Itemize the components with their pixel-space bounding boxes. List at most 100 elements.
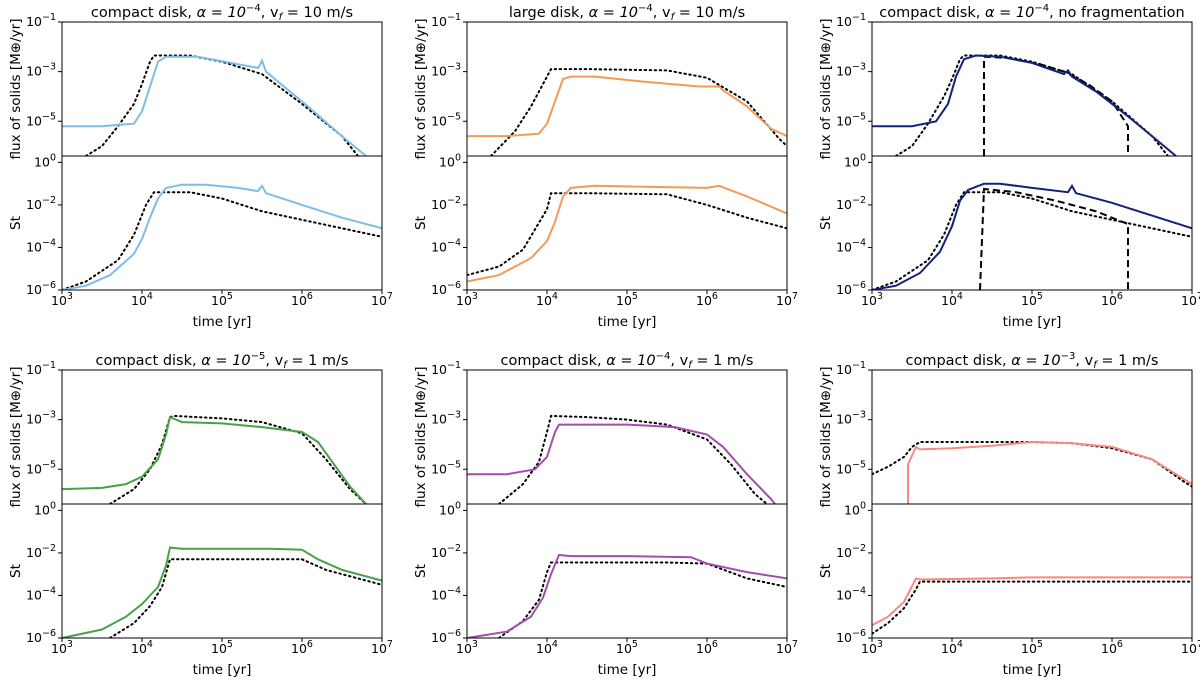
flux-model-line: [467, 423, 776, 504]
st-y-axis-label: St: [413, 564, 429, 578]
x-tick-label: 106: [696, 639, 718, 656]
flux-model-line: [872, 54, 1177, 156]
st-model-line: [467, 553, 787, 638]
x-tick-label: 104: [131, 639, 153, 656]
x-tick-label: 105: [1021, 291, 1043, 308]
panel-title: compact disk, α = 10−5, vf = 1 m/s: [96, 351, 349, 371]
st-model-line: [62, 183, 382, 290]
st-y-tick-label: 10−2: [26, 543, 56, 560]
flux-y-tick-label: 10−5: [836, 459, 866, 476]
x-axis-label: time [yr]: [193, 662, 252, 678]
x-tick-label: 105: [1021, 639, 1043, 656]
x-tick-label: 106: [696, 291, 718, 308]
st-model-line: [62, 546, 382, 638]
st-model-line: [467, 184, 787, 283]
flux-y-tick-label: 10−3: [26, 62, 56, 79]
flux-model-line: [467, 75, 787, 138]
st-y-tick-label: 10−6: [836, 628, 866, 645]
x-tick-label: 105: [616, 639, 638, 656]
x-tick-label: 106: [291, 291, 313, 308]
flux-y-axis-label: flux of solids [M⊕/yr]: [8, 19, 24, 160]
flux-analytic-line: [498, 414, 768, 504]
x-tick-label: 106: [1101, 291, 1123, 308]
x-tick-label: 106: [1101, 639, 1123, 656]
x-tick-label: 105: [211, 291, 233, 308]
flux-y-tick-label: 10−3: [431, 62, 461, 79]
x-tick-label: 104: [941, 639, 963, 656]
x-tick-label: 107: [776, 639, 798, 656]
st-y-tick-label: 10−6: [26, 280, 56, 297]
st-axes-frame: [871, 503, 1193, 639]
x-tick-label: 103: [51, 291, 73, 308]
st-analytic-line: [872, 191, 1192, 290]
panel-title: compact disk, α = 10−3, vf = 1 m/s: [906, 351, 1159, 371]
x-tick-label: 103: [861, 639, 883, 656]
flux-y-axis-label: flux of solids [M⊕/yr]: [818, 19, 834, 160]
st-y-tick-label: 10−2: [836, 195, 866, 212]
flux-y-tick-label: 10−1: [431, 12, 461, 29]
x-tick-label: 105: [211, 639, 233, 656]
flux-model-line: [907, 440, 1192, 504]
flux-analytic-line: [490, 68, 787, 156]
st-analytic-line: [109, 558, 382, 638]
x-tick-label: 104: [941, 291, 963, 308]
st-y-tick-label: 100: [439, 152, 461, 169]
st-y-tick-label: 100: [34, 152, 56, 169]
flux-y-axis-label: flux of solids [M⊕/yr]: [413, 367, 429, 508]
st-y-tick-label: 100: [844, 152, 866, 169]
st-y-tick-label: 10−4: [431, 237, 461, 254]
st-y-axis-label: St: [818, 216, 834, 230]
st-y-axis-label: St: [8, 216, 24, 230]
st-y-tick-label: 100: [844, 500, 866, 517]
st-y-tick-label: 10−6: [431, 628, 461, 645]
flux-model-line: [62, 415, 367, 504]
st-y-tick-label: 100: [439, 500, 461, 517]
x-tick-label: 103: [51, 639, 73, 656]
flux-y-tick-label: 10−1: [431, 360, 461, 377]
st-axes-frame: [61, 503, 383, 639]
flux-y-tick-label: 10−5: [431, 459, 461, 476]
panel-1: compact disk, α = 10−4, vf = 10 m/s 10−1 1…: [8, 3, 393, 330]
st-y-tick-label: 10−2: [431, 195, 461, 212]
st-y-tick-label: 10−4: [26, 585, 56, 602]
flux-axes-frame: [871, 369, 1193, 505]
st-axes-frame: [61, 155, 383, 291]
x-tick-label: 104: [131, 291, 153, 308]
flux-y-tick-label: 10−3: [836, 62, 866, 79]
flux-y-tick-label: 10−5: [26, 459, 56, 476]
x-tick-label: 104: [536, 291, 558, 308]
flux-analytic-line: [872, 441, 1192, 488]
x-tick-label: 107: [1181, 291, 1200, 308]
flux-model-line: [62, 55, 367, 156]
x-tick-label: 107: [371, 291, 393, 308]
x-tick-label: 103: [456, 639, 478, 656]
flux-y-tick-label: 10−5: [431, 111, 461, 128]
flux-axes-frame: [61, 369, 383, 505]
flux-y-axis-label: flux of solids [M⊕/yr]: [8, 367, 24, 508]
flux-y-tick-label: 10−1: [26, 360, 56, 377]
st-y-tick-label: 10−2: [26, 195, 56, 212]
st-y-axis-label: St: [818, 564, 834, 578]
st-y-axis-label: St: [413, 216, 429, 230]
x-tick-label: 107: [776, 291, 798, 308]
st-axes-frame: [466, 155, 788, 291]
x-axis-label: time [yr]: [598, 662, 657, 678]
x-axis-label: time [yr]: [193, 314, 252, 330]
flux-y-tick-label: 10−3: [431, 410, 461, 427]
flux-axes-frame: [466, 369, 788, 505]
panel-5: compact disk, α = 10−4, vf = 1 m/s 10−1 10…: [413, 351, 798, 678]
flux-analytic-line: [85, 54, 359, 156]
st-y-tick-label: 10−6: [836, 280, 866, 297]
x-tick-label: 107: [1181, 639, 1200, 656]
flux-y-tick-label: 10−5: [836, 111, 866, 128]
flux-y-tick-label: 10−5: [26, 111, 56, 128]
st-y-tick-label: 10−2: [431, 543, 461, 560]
flux-y-tick-label: 10−1: [836, 12, 866, 29]
st-y-tick-label: 10−4: [431, 585, 461, 602]
x-axis-label: time [yr]: [1003, 314, 1062, 330]
x-tick-label: 107: [371, 639, 393, 656]
flux-dashed-line: [983, 55, 1129, 156]
st-dashed-line: [979, 187, 1129, 290]
st-analytic-line: [872, 580, 1192, 635]
